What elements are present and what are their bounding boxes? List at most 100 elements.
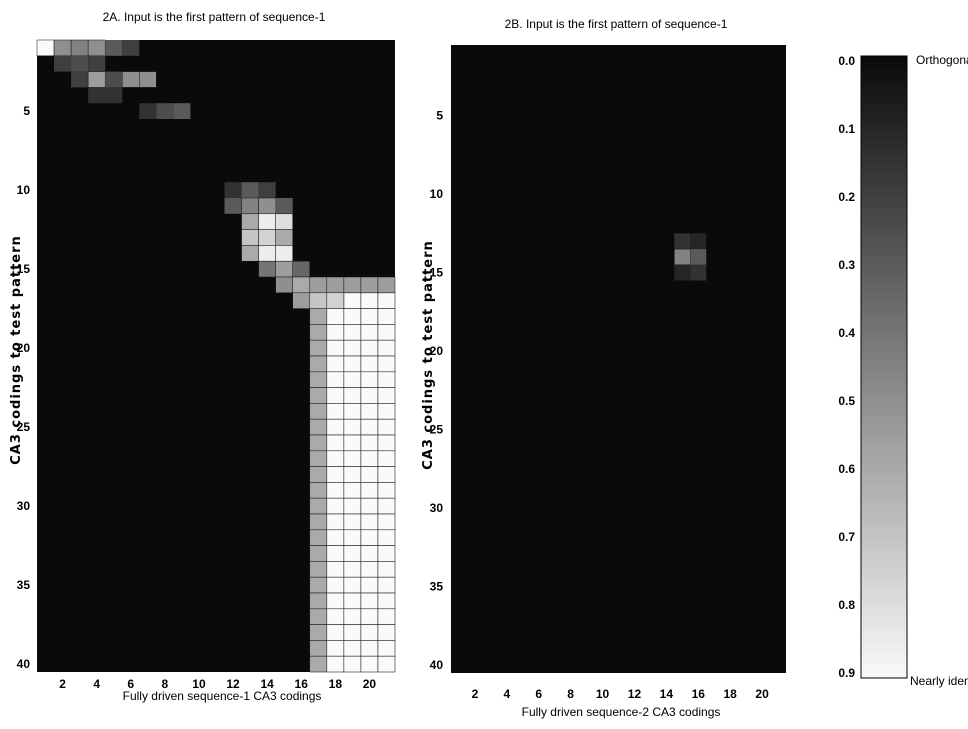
colorbar-band bbox=[861, 284, 907, 292]
colorbar-band bbox=[861, 470, 907, 478]
heatmap-cell bbox=[258, 245, 276, 262]
heatmap-cell bbox=[343, 561, 362, 578]
colorbar-tick-label: 0.3 bbox=[838, 258, 855, 272]
colorbar-band bbox=[861, 567, 907, 575]
y-tick-label: 10 bbox=[17, 183, 31, 197]
heatmap-cell bbox=[121, 71, 140, 88]
heatmap-cell bbox=[326, 434, 345, 452]
colorbar-band bbox=[861, 104, 907, 112]
heatmap-cell bbox=[122, 40, 140, 56]
colorbar-band bbox=[861, 505, 907, 513]
colorbar-band bbox=[861, 235, 907, 243]
heatmap-cell bbox=[377, 592, 396, 610]
heatmap-cell bbox=[343, 418, 362, 436]
colorbar-band bbox=[861, 318, 907, 326]
colorbar-band bbox=[861, 636, 907, 644]
colorbar-band bbox=[861, 346, 907, 354]
colorbar-band bbox=[861, 201, 907, 209]
colorbar-bottom-label: Nearly identic bbox=[910, 674, 968, 688]
colorbar-band bbox=[861, 408, 907, 416]
heatmap-cell bbox=[360, 608, 379, 625]
heatmap-cell bbox=[309, 450, 328, 467]
colorbar-band bbox=[861, 69, 907, 78]
x-tick-label: 14 bbox=[660, 687, 674, 701]
heatmap-cell bbox=[360, 482, 379, 499]
heatmap-cell bbox=[377, 292, 396, 309]
colorbar-tick-label: 0.0 bbox=[838, 54, 855, 68]
colorbar-band bbox=[861, 138, 907, 147]
colorbar-band bbox=[861, 601, 907, 610]
heatmap-cell bbox=[54, 55, 72, 72]
panel-2b-heatmap bbox=[451, 45, 786, 673]
colorbar-band bbox=[861, 449, 907, 458]
heatmap-cell bbox=[343, 276, 362, 294]
heatmap-cell bbox=[360, 355, 379, 373]
heatmap-cell bbox=[360, 624, 379, 641]
colorbar-band bbox=[861, 463, 907, 471]
colorbar-band bbox=[861, 62, 907, 71]
heatmap-cell bbox=[326, 640, 345, 657]
heatmap-cell bbox=[275, 213, 293, 230]
heatmap-cell bbox=[105, 40, 123, 56]
panel-2b-x-axis-label: Fully driven sequence-2 CA3 codings bbox=[522, 705, 721, 719]
x-tick-label: 6 bbox=[127, 677, 134, 691]
y-tick-label: 35 bbox=[17, 578, 31, 592]
heatmap-cell bbox=[343, 371, 362, 388]
colorbar-top-label: Orthogonal bbox=[916, 53, 968, 67]
colorbar-band bbox=[861, 152, 907, 160]
colorbar-band bbox=[861, 539, 907, 547]
heatmap-cell bbox=[326, 655, 345, 673]
x-tick-label: 8 bbox=[162, 677, 169, 691]
x-tick-label: 18 bbox=[329, 677, 343, 691]
heatmap-cell bbox=[309, 545, 328, 562]
heatmap-cell bbox=[360, 576, 379, 594]
heatmap-cell bbox=[309, 561, 328, 578]
colorbar-band bbox=[861, 242, 907, 250]
heatmap-cell bbox=[156, 103, 174, 119]
colorbar-band bbox=[861, 622, 907, 630]
heatmap-cell bbox=[70, 39, 89, 57]
heatmap-cell bbox=[275, 245, 293, 262]
heatmap-cell bbox=[377, 403, 396, 420]
colorbar-band bbox=[861, 325, 907, 333]
heatmap-cell bbox=[360, 339, 379, 357]
heatmap-cell bbox=[36, 39, 55, 57]
heatmap-cell bbox=[377, 324, 396, 341]
y-tick-label: 5 bbox=[23, 104, 30, 118]
heatmap-cell bbox=[360, 308, 379, 325]
heatmap-cell bbox=[326, 276, 345, 294]
colorbar-band bbox=[861, 360, 907, 368]
heatmap-cell bbox=[309, 576, 328, 594]
heatmap-cell bbox=[326, 482, 345, 499]
colorbar-band bbox=[861, 76, 907, 84]
colorbar-band bbox=[861, 387, 907, 395]
heatmap-cell bbox=[360, 545, 379, 562]
heatmap-cell bbox=[377, 576, 396, 594]
colorbar-outline bbox=[860, 55, 908, 679]
y-tick-label: 10 bbox=[430, 187, 444, 201]
x-tick-label: 20 bbox=[755, 687, 769, 701]
heatmap-cell bbox=[377, 482, 396, 499]
heatmap-cell bbox=[309, 608, 328, 625]
heatmap-cell bbox=[326, 371, 345, 388]
x-tick-label: 18 bbox=[723, 687, 737, 701]
colorbar-band bbox=[861, 249, 907, 257]
heatmap-cell bbox=[360, 466, 379, 483]
y-tick-label: 20 bbox=[17, 341, 31, 355]
x-tick-label: 10 bbox=[596, 687, 610, 701]
heatmap-cell bbox=[173, 103, 191, 119]
heatmap-cell bbox=[360, 640, 379, 657]
colorbar-band bbox=[861, 546, 907, 554]
colorbar-band bbox=[861, 525, 907, 534]
heatmap-cell bbox=[377, 545, 396, 562]
heatmap-cell bbox=[377, 450, 396, 467]
x-tick-label: 4 bbox=[503, 687, 510, 701]
heatmap-cell bbox=[326, 592, 345, 610]
y-tick-label: 40 bbox=[17, 657, 31, 671]
x-tick-label: 2 bbox=[59, 677, 66, 691]
heatmap-cell bbox=[674, 264, 691, 281]
x-tick-label: 10 bbox=[192, 677, 206, 691]
heatmap-cell bbox=[343, 355, 362, 373]
heatmap-cell bbox=[377, 640, 396, 657]
